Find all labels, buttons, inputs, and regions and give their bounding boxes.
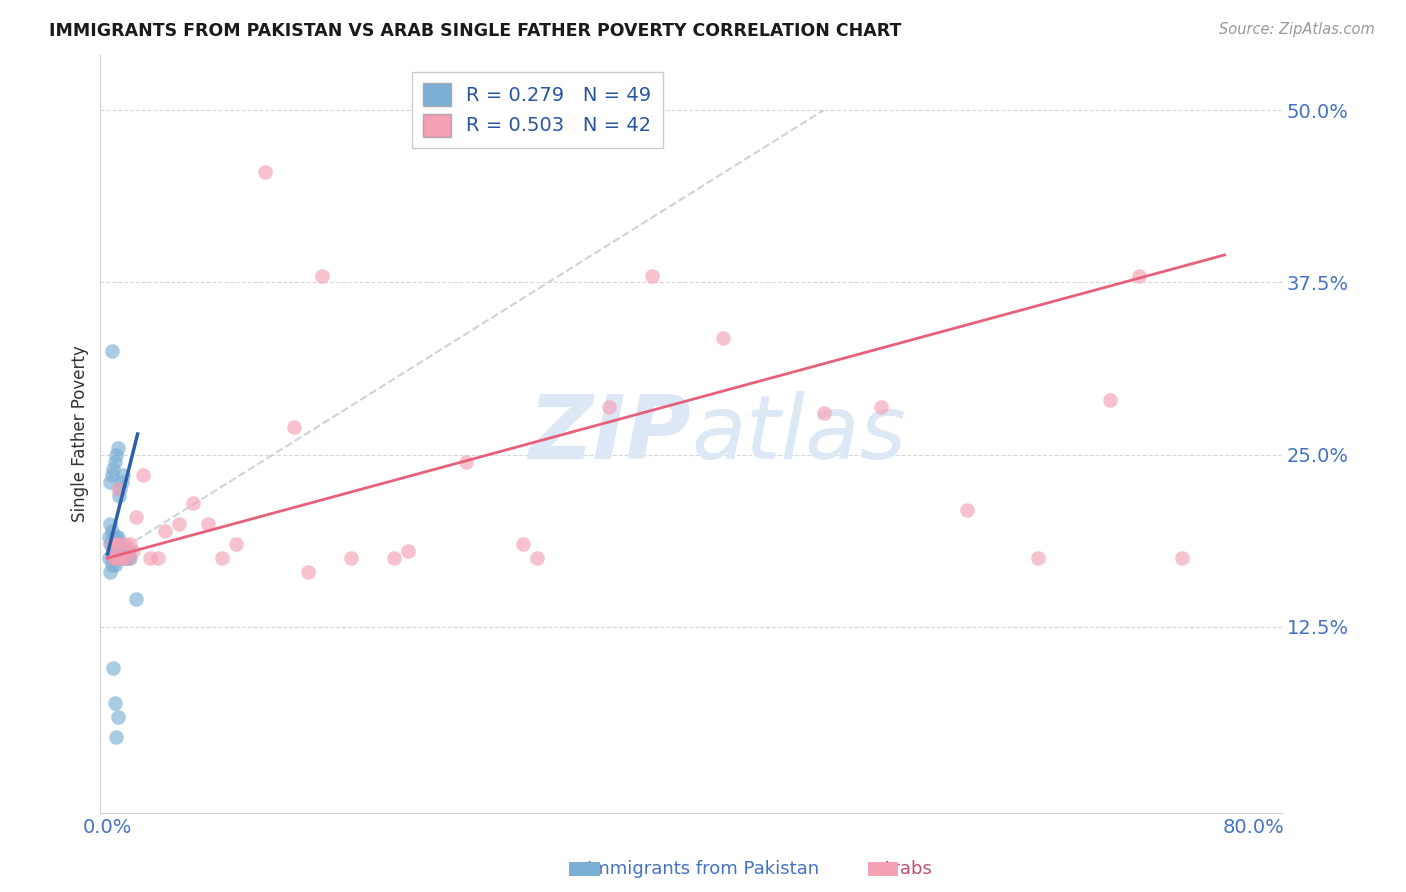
Point <box>254 165 277 179</box>
Point <box>297 565 319 579</box>
Point <box>108 537 131 551</box>
Point <box>107 709 129 723</box>
Point <box>382 551 405 566</box>
Point <box>104 696 127 710</box>
Text: Source: ZipAtlas.com: Source: ZipAtlas.com <box>1219 22 1375 37</box>
Point <box>114 537 136 551</box>
Point <box>454 455 477 469</box>
Point <box>526 551 548 566</box>
Point <box>183 496 205 510</box>
Point <box>120 537 142 551</box>
Point <box>103 661 125 675</box>
Point <box>111 475 134 490</box>
Point <box>100 475 122 490</box>
Point <box>103 461 125 475</box>
Point <box>100 516 122 531</box>
Text: Arabs: Arabs <box>882 860 932 878</box>
Point <box>104 537 127 551</box>
Point <box>869 400 891 414</box>
Point <box>105 448 128 462</box>
Point <box>211 551 233 566</box>
Point <box>122 544 145 558</box>
Point <box>107 441 129 455</box>
Point <box>108 544 131 558</box>
Point <box>101 537 124 551</box>
Point <box>120 551 142 566</box>
Point <box>105 544 128 558</box>
Point <box>711 330 734 344</box>
Text: IMMIGRANTS FROM PAKISTAN VS ARAB SINGLE FATHER POVERTY CORRELATION CHART: IMMIGRANTS FROM PAKISTAN VS ARAB SINGLE … <box>49 22 901 40</box>
Point <box>101 537 124 551</box>
Point <box>110 551 132 566</box>
Point <box>396 544 419 558</box>
Point <box>1170 551 1192 566</box>
Point <box>101 524 124 538</box>
Point <box>101 551 124 566</box>
Point <box>340 551 363 566</box>
Point <box>956 503 979 517</box>
Point <box>118 544 141 558</box>
Point <box>112 468 135 483</box>
Point <box>104 551 127 566</box>
Point <box>117 551 139 566</box>
Point <box>146 551 169 566</box>
Point <box>104 537 127 551</box>
Point <box>100 565 122 579</box>
Point <box>104 558 127 572</box>
Point <box>108 489 131 503</box>
Legend: R = 0.279   N = 49, R = 0.503   N = 42: R = 0.279 N = 49, R = 0.503 N = 42 <box>412 72 662 148</box>
Point <box>103 551 125 566</box>
Point <box>641 268 664 283</box>
Point <box>107 537 129 551</box>
Text: Immigrants from Pakistan: Immigrants from Pakistan <box>586 860 820 878</box>
Point <box>103 530 125 544</box>
Point <box>97 530 120 544</box>
Point <box>153 524 176 538</box>
Point <box>107 530 129 544</box>
Text: atlas: atlas <box>692 391 905 477</box>
Point <box>598 400 620 414</box>
Point <box>1098 392 1121 407</box>
Point <box>101 468 124 483</box>
Text: ZIP: ZIP <box>529 391 692 477</box>
Point <box>111 551 134 566</box>
Y-axis label: Single Father Poverty: Single Father Poverty <box>72 346 89 523</box>
Point <box>225 537 247 551</box>
Point <box>105 730 128 744</box>
Point <box>311 268 333 283</box>
Point <box>115 544 138 558</box>
Point <box>283 420 305 434</box>
Point <box>813 406 835 420</box>
Point <box>110 482 132 496</box>
Point <box>97 551 120 566</box>
Point <box>107 551 129 566</box>
Point <box>107 482 129 496</box>
Point <box>112 544 135 558</box>
Point <box>111 544 134 558</box>
Point <box>111 551 134 566</box>
Point <box>132 468 155 483</box>
Point <box>110 537 132 551</box>
Point <box>197 516 219 531</box>
Point <box>108 551 131 566</box>
Point <box>105 551 128 566</box>
Point <box>512 537 534 551</box>
Point <box>139 551 162 566</box>
Point <box>104 455 127 469</box>
Point <box>1028 551 1050 566</box>
Point <box>101 558 124 572</box>
Point <box>167 516 190 531</box>
Point <box>103 551 125 566</box>
Point <box>101 344 124 359</box>
Point <box>103 544 125 558</box>
Point <box>114 551 136 566</box>
Point <box>105 551 128 566</box>
Point <box>125 592 148 607</box>
Point <box>105 530 128 544</box>
Point <box>125 509 148 524</box>
Point <box>117 551 139 566</box>
Point <box>100 537 122 551</box>
Point <box>110 551 132 566</box>
Point <box>1128 268 1150 283</box>
